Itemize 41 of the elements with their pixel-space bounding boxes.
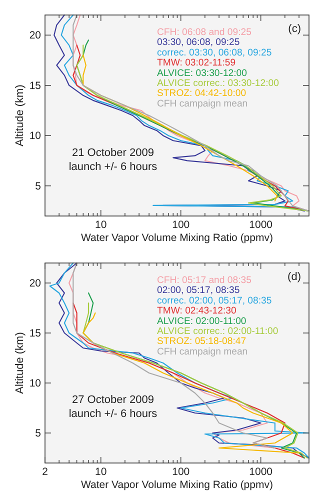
y-tick-label: 15	[29, 328, 42, 340]
text: CFH: 05:17 and 08:35	[157, 275, 252, 286]
y-axis-title: Altitude (km)	[14, 332, 26, 394]
y-tick-label: 20	[29, 278, 42, 290]
annotation: (d)	[288, 271, 301, 283]
text: STROZ: 05:18-08:47	[157, 336, 246, 348]
text: TMW: 03:02-11:59	[157, 58, 236, 69]
annotation: (c)	[288, 23, 301, 35]
x-tick-label: 1000	[249, 466, 273, 478]
annotation: launch +/- 6 hours	[68, 408, 158, 420]
series-label: CFH campaign mean	[157, 346, 248, 358]
x-tick-label: 2	[42, 466, 48, 478]
x-tick-label: 10	[95, 466, 107, 478]
x-axis-title: Water Vapor Volume Mixing Ratio (ppmv)	[81, 479, 273, 491]
y-tick-label: 20	[29, 30, 42, 42]
text: ALVICE correc.: 02:00-11:00	[157, 326, 278, 337]
x-tick-label: 10	[95, 219, 107, 231]
x-tick-label: 100	[172, 466, 190, 478]
text: 02:00, 05:17, 08:35	[157, 285, 240, 296]
text: correc. 03:30, 06:08, 09:25	[157, 47, 272, 58]
x-axis-title: Water Vapor Volume Mixing Ratio (ppmv)	[81, 232, 273, 244]
x-tick-label: 1000	[249, 219, 273, 231]
y-tick-label: 15	[29, 80, 42, 92]
y-tick-label: 10	[29, 130, 42, 142]
text: STROZ: 04:42-10:00	[157, 88, 246, 100]
annotation: launch +/- 6 hours	[68, 161, 158, 173]
series-label: CFH campaign mean	[157, 98, 248, 110]
text: CFH: 06:08 and 09:25	[157, 27, 252, 38]
annotation: 27 October 2009	[72, 394, 154, 406]
text: ALVICE: 03:30-12:00	[157, 68, 247, 79]
text: 03:30, 06:08, 09:25	[157, 37, 240, 48]
x-tick-label: 100	[172, 219, 190, 231]
y-tick-label: 10	[29, 378, 42, 390]
y-tick-label: 5	[35, 180, 42, 192]
text: ALVICE: 02:00-11:00	[157, 316, 246, 327]
y-axis-title: Altitude (km)	[14, 84, 26, 146]
annotation: 21 October 2009	[72, 147, 154, 159]
text: ALVICE correc.: 03:30-12:00	[157, 78, 279, 89]
text: correc. 02:00, 05:17, 08:35	[157, 295, 272, 306]
y-tick-label: 5	[35, 428, 42, 440]
text: TMW: 02:43-12:30	[157, 306, 236, 317]
